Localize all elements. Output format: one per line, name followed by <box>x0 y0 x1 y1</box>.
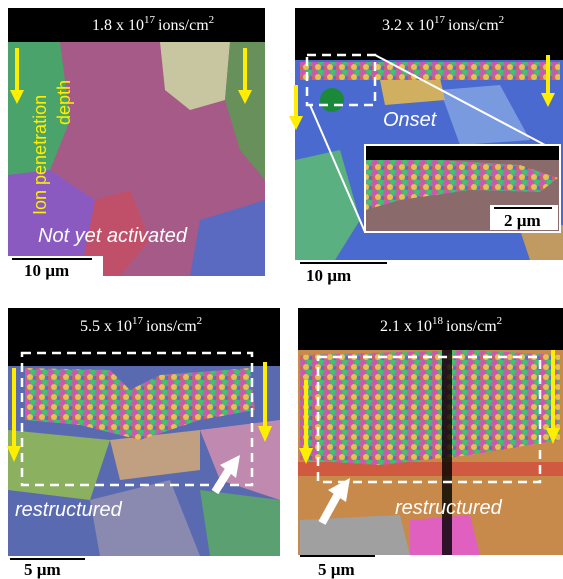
scale-label: 10 µm <box>24 261 69 280</box>
exponent: 18 <box>432 315 444 327</box>
exponent: 17 <box>144 14 156 26</box>
inset-top <box>366 146 559 160</box>
unit-exponent: 2 <box>209 14 215 26</box>
unit: ions/cm <box>446 318 497 335</box>
scale-label: 5 µm <box>318 560 355 579</box>
scale-label: 5 µm <box>24 560 61 579</box>
header <box>295 8 563 60</box>
unit: ions/cm <box>158 17 209 34</box>
grain <box>300 515 410 555</box>
caption: restructured <box>15 499 123 521</box>
header <box>8 308 280 366</box>
dose: 5.5 x 10 <box>80 318 132 335</box>
caption: restructured <box>395 497 503 519</box>
grain <box>200 490 280 556</box>
exponent: 17 <box>434 14 446 26</box>
figure: 1.8 x 1017ions/cm2 Ion penetration depth… <box>0 0 563 579</box>
caption: Onset <box>383 109 438 131</box>
unit: ions/cm <box>146 318 197 335</box>
caption: Not yet activated <box>38 225 188 247</box>
unit-exponent: 2 <box>499 14 505 26</box>
grain <box>320 88 344 112</box>
inset-scale-label: 2 µm <box>504 211 541 230</box>
side-label: depth <box>54 80 74 125</box>
scale-label: 10 µm <box>306 266 351 285</box>
dose: 3.2 x 10 <box>382 17 434 34</box>
unit: ions/cm <box>448 17 499 34</box>
exponent: 17 <box>132 315 144 327</box>
crack <box>442 350 452 555</box>
grain <box>298 462 563 476</box>
unit-exponent: 2 <box>497 315 503 327</box>
nanocrystal-layer <box>300 62 560 80</box>
dose: 1.8 x 10 <box>92 17 144 34</box>
side-label: Ion penetration <box>30 95 50 215</box>
dose: 2.1 x 10 <box>380 318 432 335</box>
unit-exponent: 2 <box>197 315 203 327</box>
